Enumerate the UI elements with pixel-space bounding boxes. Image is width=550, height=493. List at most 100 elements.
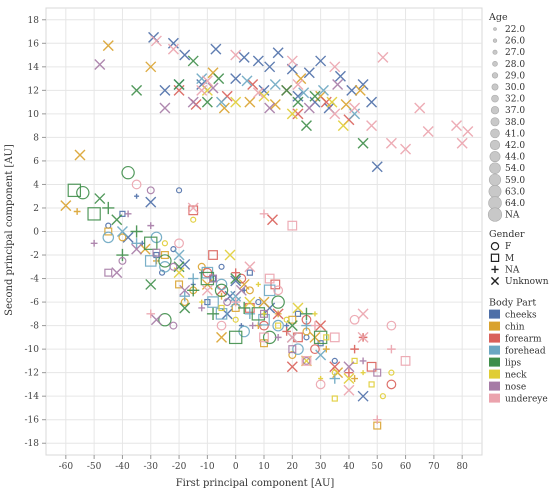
data-point-lips xyxy=(76,185,90,200)
data-point-chin xyxy=(295,73,307,85)
legend-age-label: 38.0 xyxy=(505,118,525,128)
data-point-cheeks xyxy=(134,193,140,199)
data-point-nose xyxy=(332,78,344,90)
data-point-nose xyxy=(147,222,155,230)
data-point-chin xyxy=(74,149,86,161)
data-point-undereye xyxy=(329,108,341,120)
data-point-lips xyxy=(357,137,369,149)
data-point-undereye xyxy=(286,55,298,67)
legend-age-label: 59.0 xyxy=(505,176,525,186)
data-point-forearm xyxy=(247,78,259,90)
data-point-forehead xyxy=(173,249,185,261)
data-point-lips xyxy=(94,193,106,205)
y-tick-label: 6 xyxy=(33,157,39,167)
data-point-forehead xyxy=(131,238,142,249)
data-point-lips xyxy=(158,313,172,327)
data-point-undereye xyxy=(349,102,361,114)
data-point-forearm xyxy=(188,205,199,216)
data-point-forearm xyxy=(310,344,320,355)
data-point-cheeks xyxy=(315,55,327,67)
legend-bodypart-swatch xyxy=(489,321,500,331)
data-point-lips xyxy=(206,307,220,320)
data-point-nose xyxy=(131,243,143,255)
data-point-cheeks xyxy=(303,67,315,79)
data-point-forearm xyxy=(266,214,278,226)
data-point-undereye xyxy=(201,75,213,87)
data-point-nose xyxy=(179,284,191,296)
data-point-cheeks xyxy=(159,84,171,96)
data-point-forearm xyxy=(315,320,327,332)
data-point-undereye xyxy=(400,355,411,366)
legend-age-label: 44.0 xyxy=(505,153,525,163)
y-tick-label: 16 xyxy=(28,39,40,49)
legend-gender-label: NA xyxy=(505,265,520,275)
data-point-lips xyxy=(230,273,242,285)
x-tick-label: -40 xyxy=(115,462,130,472)
legend-age-swatch xyxy=(490,128,500,139)
data-point-chin xyxy=(145,61,157,73)
data-point-chin xyxy=(73,208,81,215)
legend-age-label: 27.0 xyxy=(505,48,525,58)
x-tick-label: 70 xyxy=(428,462,440,472)
data-point-neck xyxy=(331,369,338,376)
data-point-nose xyxy=(207,82,219,94)
y-tick-label: 2 xyxy=(33,204,39,214)
legend-age-label: NA xyxy=(505,211,520,221)
legend-age-swatch xyxy=(491,83,499,91)
data-point-undereye xyxy=(462,126,474,138)
data-point-forearm xyxy=(216,284,228,296)
data-point-lips xyxy=(121,165,135,180)
data-point-neck xyxy=(292,302,304,314)
data-point-chin xyxy=(354,84,366,96)
legend-age-label: 54.0 xyxy=(505,164,525,174)
data-point-chin xyxy=(218,102,230,114)
data-point-forehead xyxy=(215,278,228,291)
data-point-chin xyxy=(244,96,256,108)
legend-bodypart-swatch xyxy=(489,309,500,319)
legend-age-label: 41.0 xyxy=(505,129,525,139)
data-point-nose xyxy=(343,361,355,373)
data-point-undereye xyxy=(386,320,397,331)
data-point-lips xyxy=(187,284,200,297)
data-point-lips xyxy=(281,84,293,96)
data-point-nose xyxy=(198,304,206,312)
data-point-forearm xyxy=(231,268,240,277)
data-point-chin xyxy=(102,40,114,52)
data-point-cheeks xyxy=(210,43,222,55)
data-point-neck xyxy=(199,299,205,305)
data-point-lips xyxy=(187,55,199,67)
y-tick-label: -14 xyxy=(25,392,40,402)
legend-bodypart-swatch xyxy=(489,381,500,391)
data-point-forehead xyxy=(196,73,208,85)
data-point-nose xyxy=(223,298,232,307)
data-point-neck xyxy=(275,322,282,329)
data-point-forehead xyxy=(144,255,157,267)
data-point-neck xyxy=(360,370,366,376)
data-point-cheeks xyxy=(170,246,177,253)
data-point-cheeks xyxy=(366,96,378,108)
legend-age-label: 30.0 xyxy=(505,83,525,93)
data-point-undereye xyxy=(259,209,269,219)
data-point-chin xyxy=(288,351,297,360)
y-tick-label: -12 xyxy=(25,369,40,379)
data-point-neck xyxy=(224,249,236,261)
legend-bodypart-label: chin xyxy=(505,323,525,333)
data-point-neck xyxy=(331,395,338,402)
legend-age-swatch xyxy=(493,27,497,31)
data-point-forehead xyxy=(315,349,327,361)
data-point-nose xyxy=(169,321,178,330)
data-point-lips xyxy=(111,214,123,226)
data-point-undereye xyxy=(315,379,326,390)
data-point-cheeks xyxy=(357,78,369,90)
data-point-undereye xyxy=(377,51,389,63)
data-point-cheeks xyxy=(179,49,191,61)
data-point-forehead xyxy=(301,320,312,331)
x-tick-label: 20 xyxy=(287,462,299,472)
legend-age-label: 37.0 xyxy=(505,106,525,116)
legend-gender-marker xyxy=(490,276,500,286)
data-point-undereye xyxy=(400,143,412,155)
data-point-nose xyxy=(118,256,127,265)
y-tick-label: -10 xyxy=(25,345,40,355)
data-point-nose xyxy=(359,357,367,365)
legend-age-swatch xyxy=(488,173,502,186)
